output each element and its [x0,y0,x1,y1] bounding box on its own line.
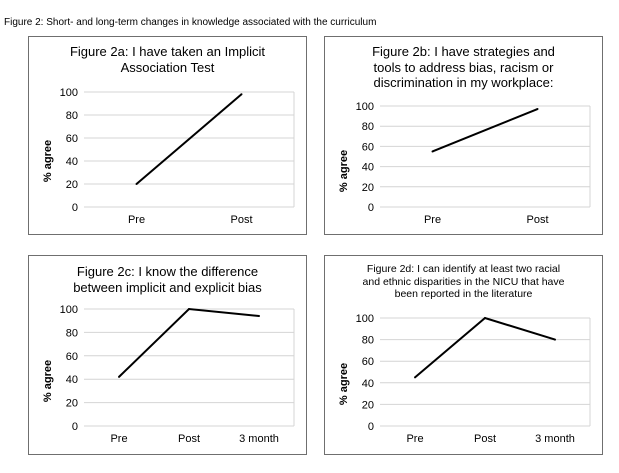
chart-title-line-1: Figure 2a: I have taken an Implicit [69,44,266,59]
y-tick-label: 0 [72,421,78,433]
data-point [240,93,243,96]
data-point [484,317,486,319]
chart-title-line-3: been reported in the literature [394,288,533,301]
x-tick-label: Post [474,433,496,445]
y-tick-label: 80 [66,327,78,339]
data-point [118,375,120,378]
y-tick-label: 60 [362,141,374,153]
x-tick-label: 3 month [535,433,575,445]
x-tick-label: Pre [110,433,127,445]
chart-title: Figure 2d: I can identify at least two r… [325,263,602,301]
chart-panel-2b: Figure 2b: I have strategies and tools t… [324,36,603,235]
y-tick-label: 40 [66,374,78,386]
chart-plot: 0 20 40 60 80 100 Pre Post % agree [338,101,591,226]
y-tick-label: 100 [356,101,374,113]
chart-title: Figure 2a: I have taken an Implicit Asso… [29,44,306,75]
y-tick-label: 40 [362,378,374,390]
x-tick-label: Post [230,214,252,226]
y-axis-label: % agree [338,363,350,405]
data-point [431,150,434,153]
y-tick-label: 60 [66,133,78,145]
chart-title: Figure 2b: I have strategies and tools t… [325,44,602,91]
series-line [432,108,538,153]
chart-title-line-2: Association Test [120,59,215,75]
chart-panel-2c: Figure 2c: I know the difference between… [28,255,307,455]
data-point [414,376,416,379]
data-point [554,338,556,341]
y-tick-label: 20 [66,179,78,191]
y-tick-label: 60 [362,356,374,368]
y-tick-label: 60 [66,351,78,363]
chart-title-line-2: tools to address bias, racism or [373,59,554,75]
chart-panel-2a: Figure 2a: I have taken an Implicit Asso… [28,36,307,235]
series-line [118,307,260,378]
chart-title: Figure 2c: I know the difference between… [29,264,306,295]
y-tick-label: 20 [362,399,374,411]
x-tick-label: Pre [128,214,145,226]
y-tick-label: 80 [362,335,374,347]
y-tick-label: 20 [66,398,78,410]
y-axis-label: % agree [338,150,350,192]
y-tick-label: 80 [362,121,374,133]
y-tick-label: 40 [362,162,374,174]
chart-plot: 0 20 40 60 80 100 Pre Post 3 month % agree [338,313,591,445]
chart-title-line-1: Figure 2c: I know the difference [76,264,259,279]
series-line [414,316,556,379]
chart-title-line-1: Figure 2b: I have strategies and [372,44,555,59]
y-tick-label: 0 [72,202,78,214]
y-tick-label: 0 [368,202,374,214]
chart-title-line-2: between implicit and explicit bias [73,279,262,295]
chart-title-line-1: Figure 2d: I can identify at least two r… [366,263,561,275]
y-tick-label: 100 [60,87,78,99]
y-tick-label: 80 [66,110,78,122]
y-tick-label: 0 [368,421,374,433]
data-point [536,108,539,111]
chart-plot: 0 20 40 60 80 100 Pre Post % agree [42,87,295,226]
chart-plot: 0 20 40 60 80 100 Pre Post 3 month % agree [42,304,295,445]
y-tick-label: 20 [362,182,374,194]
data-point [188,308,190,310]
y-axis-label: % agree [42,140,54,182]
y-tick-label: 100 [60,304,78,316]
x-tick-label: Post [178,433,200,445]
data-point [135,183,138,185]
y-tick-label: 100 [356,313,374,325]
data-point [258,315,260,318]
x-tick-label: 3 month [239,433,279,445]
y-axis-label: % agree [42,360,54,402]
chart-title-line-3: discrimination in my workplace: [373,75,554,91]
x-tick-label: Post [526,214,548,226]
x-tick-label: Pre [406,433,423,445]
chart-title-line-2: and ethnic disparities in the NICU that … [362,275,565,288]
x-tick-label: Pre [424,214,441,226]
series-line [135,93,243,185]
figure-title: Figure 2: Short- and long-term changes i… [4,17,377,28]
y-tick-label: 40 [66,156,78,168]
chart-panel-2d: Figure 2d: I can identify at least two r… [324,255,603,455]
